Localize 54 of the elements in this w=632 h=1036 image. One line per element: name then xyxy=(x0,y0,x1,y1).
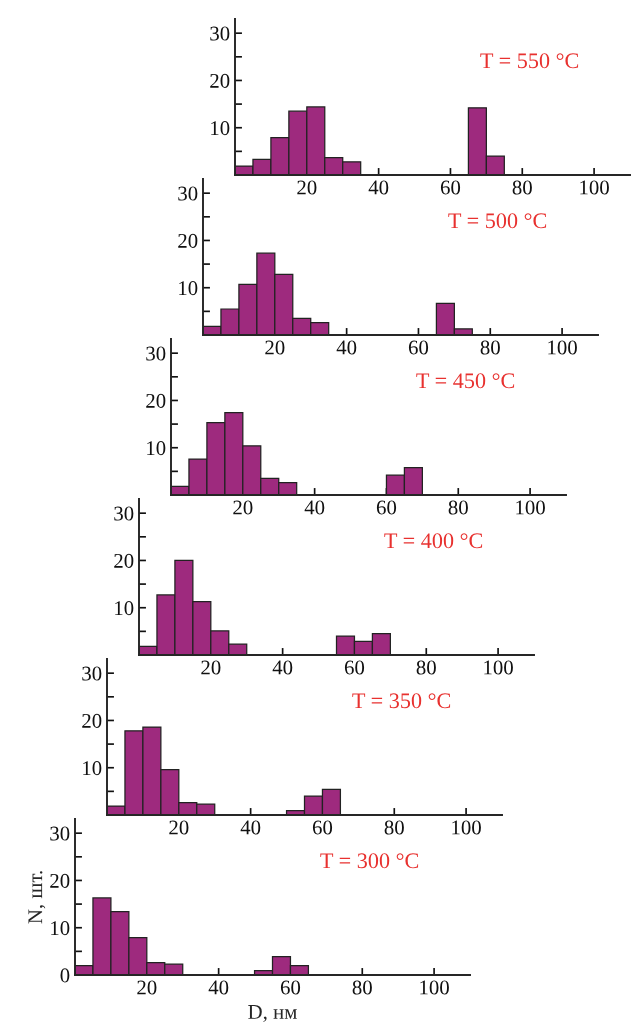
x-tick-label: 80 xyxy=(512,180,532,195)
text: T = 450 °C xyxy=(416,373,515,389)
y-tick-label: 10 xyxy=(83,761,102,776)
x-tick-label: 40 xyxy=(304,500,325,515)
text: T = 350 °C xyxy=(352,693,451,709)
y-tick-label: 20 xyxy=(210,73,230,88)
x-tick-label: 100 xyxy=(452,820,481,835)
y-tick-label: 20 xyxy=(114,553,134,568)
y-tick-label: 20 xyxy=(146,393,166,408)
y-tick-label: 30 xyxy=(146,346,166,361)
x-tick-label: 80 xyxy=(416,660,436,675)
x-tick-label: 80 xyxy=(480,340,500,355)
y-tick-label: 30 xyxy=(178,186,198,201)
x-axis-title: D, нм xyxy=(248,1005,297,1022)
y-tick-label: 0 xyxy=(60,968,70,983)
text: T = 500 °C xyxy=(448,213,547,229)
x-tick-label: 100 xyxy=(420,980,449,995)
x-tick-label: 40 xyxy=(336,340,357,355)
x-tick-label: 100 xyxy=(580,180,609,195)
y-tick-label: 30 xyxy=(210,26,230,41)
y-tick-label: 10 xyxy=(51,921,70,936)
x-tick-label: 40 xyxy=(272,660,293,675)
text: T = 550 °C xyxy=(480,53,579,69)
y-tick-label: 10 xyxy=(211,121,230,136)
x-tick-label: 80 xyxy=(352,980,372,995)
x-tick-label: 60 xyxy=(440,180,461,195)
x-tick-label: 100 xyxy=(484,660,513,675)
y-tick-label: 20 xyxy=(178,233,198,248)
x-tick-label: 100 xyxy=(548,340,577,355)
x-tick-label: 40 xyxy=(368,180,389,195)
y-tick-label: 30 xyxy=(82,666,102,681)
x-tick-label: 40 xyxy=(208,980,229,995)
x-tick-label: 20 xyxy=(297,180,317,195)
text: T = 400 °C xyxy=(384,533,483,549)
y-tick-label: 20 xyxy=(50,873,70,888)
x-tick-label: 60 xyxy=(280,980,301,995)
y-tick-label: 20 xyxy=(82,713,102,728)
x-tick-label: 60 xyxy=(376,500,397,515)
x-tick-label: 60 xyxy=(344,660,365,675)
x-tick-label: 60 xyxy=(312,820,333,835)
x-tick-label: 80 xyxy=(448,500,468,515)
x-tick-label: 20 xyxy=(233,500,253,515)
y-tick-label: 30 xyxy=(114,506,134,521)
x-tick-label: 20 xyxy=(265,340,285,355)
x-tick-label: 100 xyxy=(516,500,545,515)
y-tick-label: 10 xyxy=(179,281,198,296)
y-tick-label: 10 xyxy=(147,441,166,456)
y-tick-label: 10 xyxy=(115,601,134,616)
x-tick-label: 80 xyxy=(384,820,404,835)
y-tick-label: 30 xyxy=(50,826,70,841)
y-axis-title: N, шт. xyxy=(28,871,46,924)
x-tick-label: 40 xyxy=(240,820,261,835)
text: T = 300 °C xyxy=(320,853,419,869)
x-tick-label: 60 xyxy=(408,340,429,355)
